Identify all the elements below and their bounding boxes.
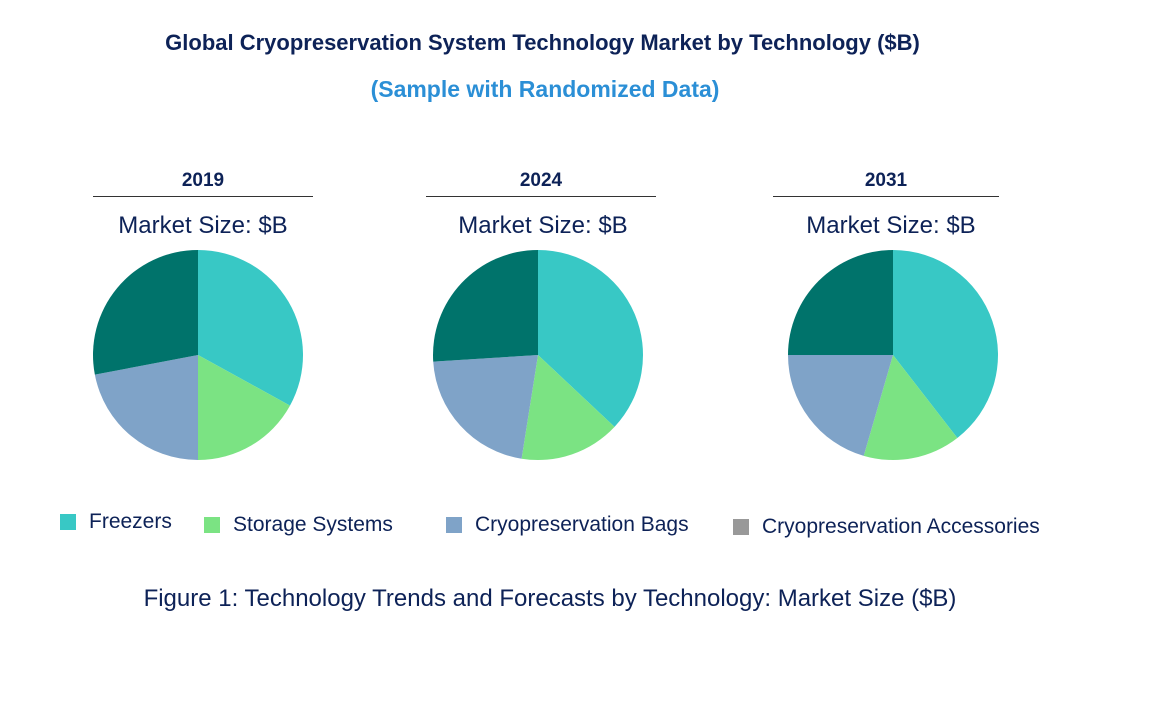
legend-item-storage-systems: Storage Systems: [204, 513, 393, 537]
pie-slice-2031-storage-systems: [863, 355, 958, 460]
legend-item-cryopreservation-bags: Cryopreservation Bags: [446, 513, 689, 537]
pie-slice-2024-freezers: [538, 250, 643, 427]
pie-slice-2024-storage-systems: [521, 355, 615, 461]
legend-label: Freezers: [89, 510, 172, 533]
legend-swatch: [446, 517, 462, 533]
pie-year-label: 2024: [426, 170, 656, 197]
pie-slice-2031-cryopreservation-accessories: [788, 250, 893, 355]
legend-label: Cryopreservation Bags: [475, 513, 689, 536]
chart-title: Global Cryopreservation System Technolog…: [165, 30, 920, 55]
pie-slice-2019-cryopreservation-accessories: [92, 250, 198, 375]
legend-swatch: [204, 517, 220, 533]
pie-year-label: 2031: [773, 170, 999, 197]
pie-slice-2019-storage-systems: [198, 355, 291, 460]
legend-label: Cryopreservation Accessories: [762, 515, 1040, 538]
legend-swatch: [733, 519, 749, 535]
pie-slice-2024-cryopreservation-bags: [433, 355, 538, 459]
legend-item-freezers: Freezers: [60, 510, 172, 534]
figure-caption: Figure 1: Technology Trends and Forecast…: [143, 585, 957, 612]
chart-subtitle: (Sample with Randomized Data): [370, 76, 720, 102]
pie-year-label: 2019: [93, 170, 313, 197]
legend-swatch: [60, 514, 76, 530]
pie-slice-2031-freezers: [893, 250, 998, 438]
pie-slice-2024-cryopreservation-accessories: [432, 250, 538, 362]
market-size-label: Market Size: $B: [118, 212, 288, 239]
legend-item-cryopreservation-accessories: Cryopreservation Accessories: [733, 515, 1040, 539]
market-size-label: Market Size: $B: [458, 212, 628, 239]
legend-label: Storage Systems: [233, 513, 393, 536]
pie-slice-2019-cryopreservation-bags: [94, 355, 198, 460]
pie-slice-2019-freezers: [198, 250, 304, 406]
market-size-label: Market Size: $B: [806, 212, 976, 239]
pie-slice-2031-cryopreservation-bags: [788, 355, 893, 456]
